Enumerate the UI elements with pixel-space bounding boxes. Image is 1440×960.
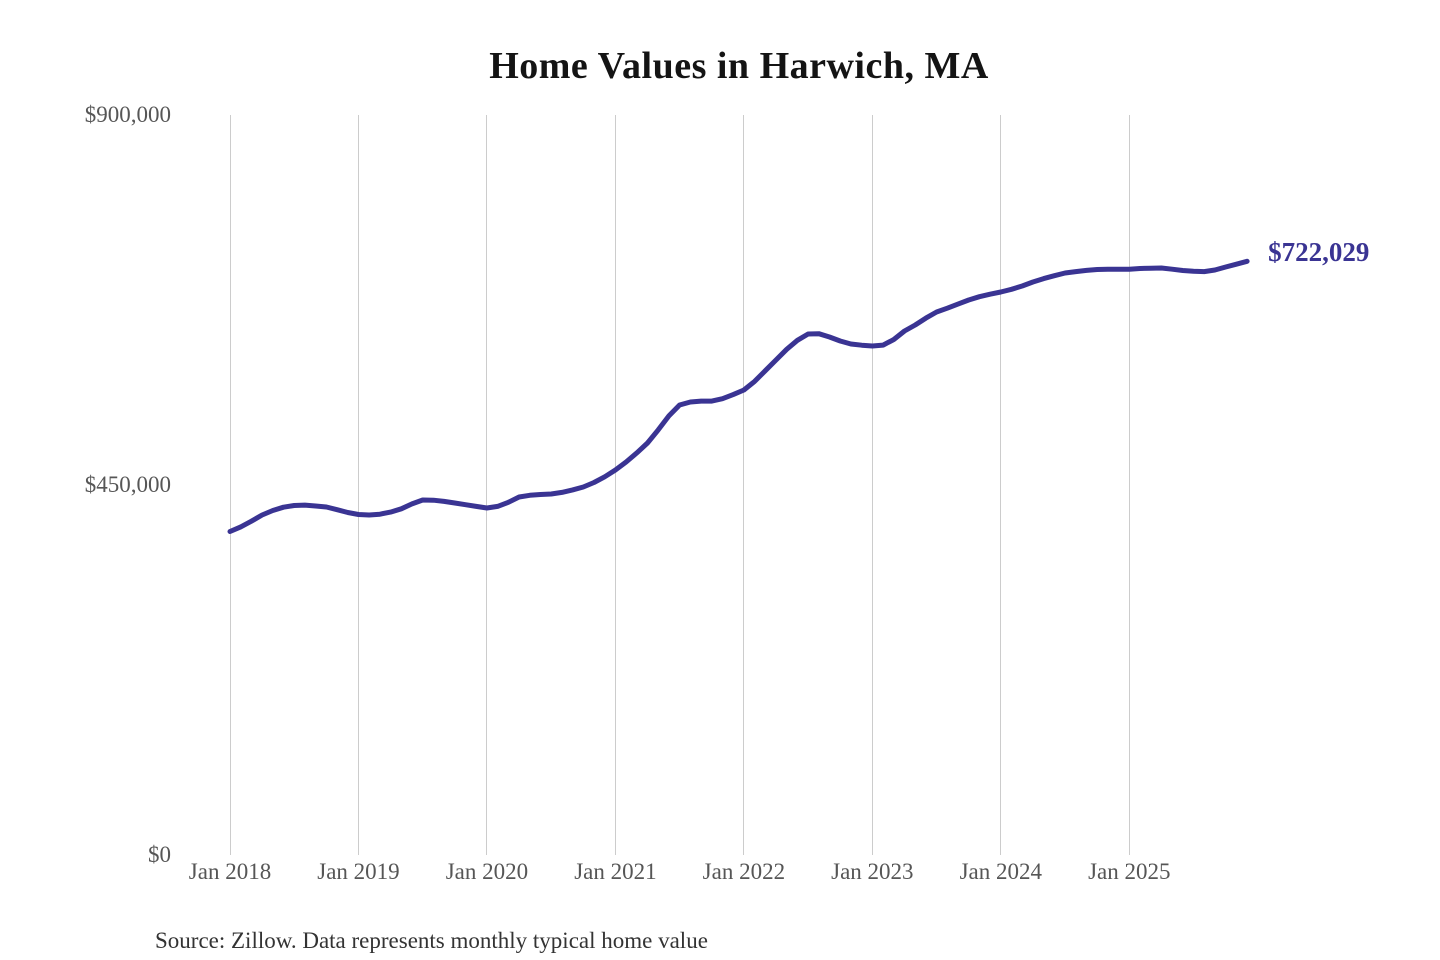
x-tick-label: Jan 2021 [574, 859, 657, 884]
x-tick-label: Jan 2025 [1088, 859, 1171, 884]
x-tick-label: Jan 2022 [702, 859, 786, 884]
y-tick-label: $450,000 [84, 472, 171, 497]
gridline-jan-2023 [871, 115, 873, 855]
gridline-jan-2021 [614, 115, 616, 855]
gridline-jan-2025 [1128, 115, 1130, 855]
y-tick-label: $0 [148, 842, 171, 867]
source-note: Source: Zillow. Data represents monthly … [155, 928, 708, 953]
home-value-line-series [227, 258, 1250, 534]
gridline-jan-2018 [229, 115, 231, 855]
y-tick-label: $900,000 [84, 102, 171, 127]
gridline-jan-2024 [1000, 115, 1002, 855]
gridline-jan-2022 [743, 115, 745, 855]
x-tick-label: Jan 2020 [445, 859, 529, 884]
chart-title: Home Values in Harwich, MA [489, 45, 989, 87]
x-tick-label: Jan 2019 [317, 859, 400, 884]
latest-value-label: $722,029 [1268, 237, 1370, 268]
x-tick-label: Jan 2024 [959, 859, 1043, 884]
gridline-jan-2020 [486, 115, 488, 855]
gridline-jan-2019 [357, 115, 359, 855]
x-tick-label: Jan 2023 [831, 859, 914, 884]
x-tick-label: Jan 2018 [188, 859, 272, 884]
